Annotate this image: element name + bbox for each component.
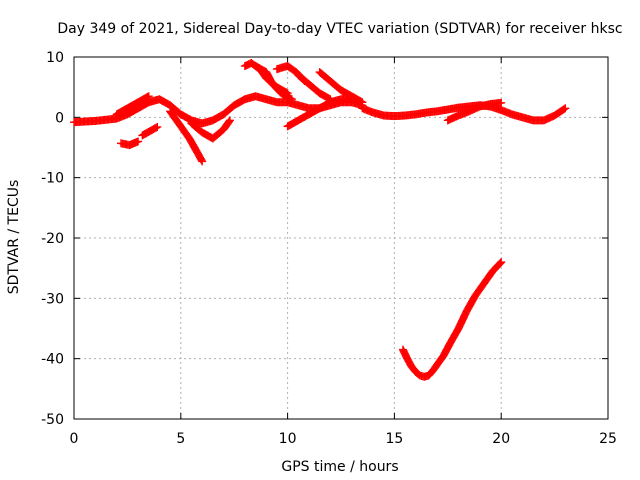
y-tick-label: -20	[41, 231, 64, 247]
data-point	[497, 98, 506, 107]
data-point	[198, 157, 207, 166]
data-point	[496, 259, 505, 268]
data-point	[287, 95, 296, 104]
x-tick-label: 15	[385, 431, 403, 447]
data-point	[153, 122, 162, 131]
grid	[74, 57, 608, 419]
x-tick-label: 20	[492, 431, 510, 447]
series-arc-peak-4	[315, 68, 367, 107]
y-tick-label: 10	[46, 50, 64, 66]
y-tick-label: -50	[41, 412, 64, 428]
x-axis-label: GPS time / hours	[281, 459, 398, 475]
y-tick-label: -30	[41, 291, 64, 307]
data-points	[70, 59, 570, 381]
axis-ticks: 0 5 10 15 20 25 -50 -40 -30 -20 -10 0 10	[41, 50, 617, 447]
data-point	[152, 123, 161, 132]
y-tick-label: -40	[41, 352, 64, 368]
data-point	[197, 156, 206, 165]
series-arc-peak-2	[251, 62, 296, 104]
series-arc-short-2	[116, 137, 143, 150]
data-point	[225, 116, 234, 125]
series-arc-dip-1	[166, 107, 207, 166]
data-point	[347, 94, 356, 103]
y-tick-label: 0	[55, 110, 64, 126]
x-tick-label: 10	[279, 431, 297, 447]
series-arc-short-1	[112, 92, 153, 119]
chart-title: Day 349 of 2021, Sidereal Day-to-day VTE…	[57, 21, 622, 37]
series-arc-outlier	[398, 258, 506, 381]
series-arc-rise	[283, 94, 356, 131]
data-point	[225, 117, 234, 126]
data-point	[561, 104, 570, 113]
x-tick-label: 0	[70, 431, 79, 447]
data-point	[497, 258, 506, 267]
y-tick-label: -10	[41, 171, 64, 187]
y-axis-label: SDTVAR / TECUs	[6, 180, 22, 295]
x-tick-label: 5	[176, 431, 185, 447]
series-arc-dip-2	[187, 116, 234, 143]
series-arc-short-3	[138, 122, 162, 140]
series-arc-late-2	[443, 98, 506, 125]
data-point	[560, 105, 569, 114]
data-point	[144, 92, 153, 101]
x-tick-label: 25	[599, 431, 617, 447]
data-point	[134, 137, 143, 146]
